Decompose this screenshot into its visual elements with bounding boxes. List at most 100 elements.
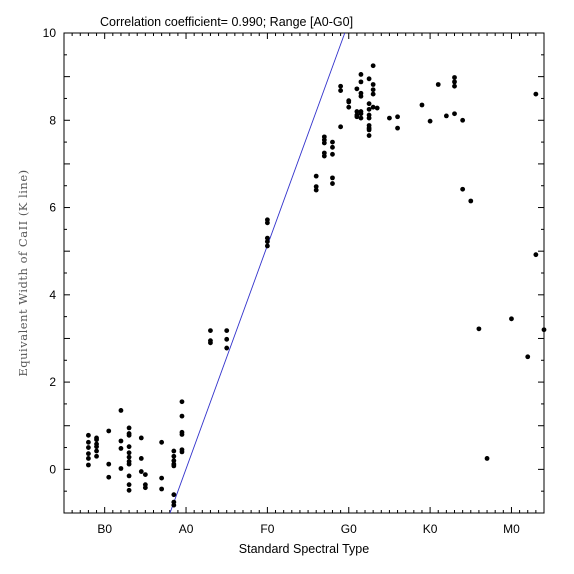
- data-point: [313, 184, 319, 190]
- regression-line: [169, 32, 346, 514]
- data-point: [126, 454, 132, 460]
- data-point: [313, 187, 319, 193]
- data-point: [159, 475, 165, 481]
- data-point: [208, 340, 213, 346]
- data-point: [330, 151, 335, 157]
- data-point: [366, 115, 372, 121]
- data-point: [126, 444, 132, 450]
- data-point: [330, 144, 335, 150]
- axis-ticks: [63, 32, 545, 514]
- data-point: [159, 439, 165, 445]
- data-point: [460, 186, 466, 192]
- data-point: [452, 75, 457, 80]
- data-point: [346, 99, 352, 105]
- data-point: [427, 118, 433, 124]
- data-point: [452, 79, 457, 85]
- x-tick-label: K0: [423, 522, 438, 536]
- data-point: [358, 72, 364, 77]
- data-point: [94, 448, 99, 454]
- x-tick-label: M0: [503, 522, 520, 536]
- data-point: [358, 79, 364, 85]
- data-point: [330, 181, 335, 186]
- data-point: [541, 327, 547, 333]
- data-point: [476, 326, 482, 332]
- data-point: [126, 487, 132, 493]
- y-tick-label: 0: [49, 462, 56, 476]
- data-point: [264, 235, 270, 241]
- data-point: [358, 111, 364, 117]
- data-point: [106, 428, 112, 434]
- data-point: [171, 453, 177, 459]
- data-point: [106, 461, 112, 467]
- y-tick-label: 6: [49, 201, 56, 215]
- data-point: [358, 115, 364, 121]
- x-tick-label: B0: [97, 522, 112, 536]
- data-point: [452, 83, 457, 89]
- data-point: [533, 91, 539, 97]
- y-tick-label: 8: [49, 113, 56, 127]
- data-point: [338, 124, 344, 130]
- data-point: [208, 328, 213, 333]
- data-point: [118, 408, 124, 413]
- data-point: [435, 82, 441, 87]
- data-point: [224, 336, 230, 342]
- data-point: [264, 220, 270, 226]
- data-point: [366, 133, 372, 138]
- data-point: [525, 354, 531, 360]
- data-point: [370, 87, 376, 93]
- data-point: [86, 439, 91, 445]
- data-point: [86, 456, 91, 461]
- x-tick-label: F0: [260, 522, 274, 536]
- data-point: [94, 444, 99, 450]
- data-point: [370, 63, 376, 69]
- data-point: [387, 115, 392, 121]
- y-tick-label: 2: [49, 375, 56, 389]
- data-point: [366, 106, 372, 112]
- data-point: [358, 93, 364, 99]
- data-point: [126, 482, 132, 488]
- x-axis-label: Standard Spectral Type: [239, 542, 369, 556]
- data-point: [171, 458, 177, 464]
- data-points: [86, 63, 547, 508]
- data-point: [94, 437, 99, 443]
- data-point: [179, 399, 185, 405]
- data-point: [142, 472, 148, 477]
- data-point: [370, 82, 376, 87]
- data-point: [313, 173, 319, 179]
- x-tick-label: A0: [179, 522, 194, 536]
- y-axis-label: Equivalent Width of CaII (K line): [16, 169, 30, 376]
- data-point: [86, 462, 91, 468]
- data-point: [330, 175, 335, 181]
- data-point: [224, 328, 230, 333]
- data-point: [138, 456, 144, 461]
- plot-frame: [63, 32, 545, 514]
- data-point: [264, 239, 270, 244]
- data-point: [86, 432, 91, 438]
- data-point: [468, 198, 474, 204]
- data-point: [138, 469, 144, 474]
- data-point: [370, 91, 376, 97]
- data-point: [142, 485, 148, 491]
- data-point: [179, 449, 185, 455]
- y-tick-label: 4: [49, 288, 56, 302]
- axis-tick-labels: 0 2 4 6 8 10 B0 A0 F0 G0 K0 M0: [43, 26, 520, 536]
- data-point: [374, 105, 380, 111]
- data-point: [86, 451, 91, 457]
- data-point: [366, 127, 372, 133]
- data-point: [179, 432, 185, 437]
- data-point: [452, 111, 457, 117]
- data-point: [264, 243, 270, 249]
- y-tick-label: 10: [43, 26, 57, 40]
- data-point: [354, 86, 360, 92]
- data-point: [366, 76, 372, 82]
- data-point: [366, 101, 372, 107]
- data-point: [159, 486, 165, 492]
- data-point: [346, 104, 352, 110]
- data-point: [338, 88, 344, 93]
- data-point: [321, 140, 327, 146]
- data-point: [106, 474, 112, 480]
- data-point: [179, 413, 185, 419]
- data-point: [126, 461, 132, 467]
- data-point: [126, 432, 132, 438]
